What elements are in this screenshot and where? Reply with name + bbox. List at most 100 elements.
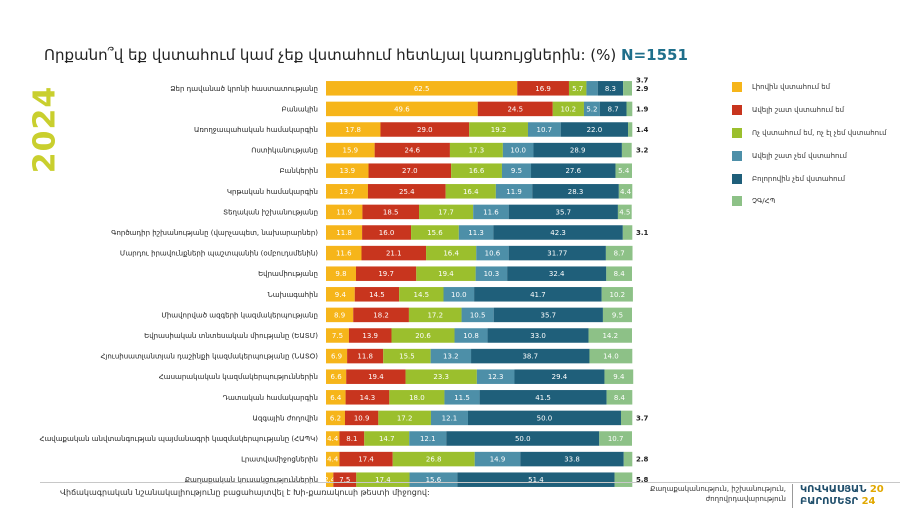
bar-segment <box>383 348 431 364</box>
data-label: 19.4 <box>438 270 454 278</box>
sample-size: N=1551 <box>621 46 688 64</box>
bar-segment <box>446 431 600 446</box>
data-label: 21.1 <box>386 250 402 258</box>
bar-segment <box>346 369 406 384</box>
category-label: Հասարակական կազմակերպություններին <box>159 373 318 381</box>
legend-label: Լիովին վստահում եմ <box>752 83 831 92</box>
bar-segment <box>326 101 478 117</box>
category-label: Կրթական համակարգին <box>227 188 318 196</box>
data-label: 3.2 <box>636 147 649 155</box>
bar-segment <box>364 431 410 446</box>
bar-segment <box>617 204 632 220</box>
bar-segment <box>326 266 356 281</box>
bar-segment <box>606 390 633 405</box>
bar-segment <box>476 245 509 261</box>
category-label: Ազգային ժողովին <box>253 414 318 422</box>
data-label: 10.3 <box>484 270 500 278</box>
bar-segment <box>380 122 470 137</box>
bar-segment <box>326 204 363 220</box>
data-label: 5.8 <box>636 476 649 484</box>
bar-segment <box>449 142 503 158</box>
bar-segment <box>389 390 445 405</box>
legend-swatch <box>732 105 742 116</box>
legend-swatch <box>732 173 742 184</box>
bar-segment <box>405 369 477 384</box>
data-label: 12.1 <box>442 414 458 422</box>
bar-segment <box>501 163 532 178</box>
data-label: 20.6 <box>415 332 431 340</box>
bar-segment <box>326 390 346 405</box>
data-label: 31.77 <box>547 250 567 258</box>
data-label: 24.6 <box>404 147 420 155</box>
data-label: 8.3 <box>605 85 616 93</box>
data-label: 17.8 <box>345 126 361 134</box>
bar-segment <box>477 101 553 117</box>
data-label: 51.4 <box>528 476 544 484</box>
legend-label: Բոլորովին չեմ վստահում <box>752 174 846 183</box>
legend-item: Ոչ վստահում եմ, ոչ էլ չեմ վստահում <box>732 122 892 145</box>
footer-caption: Քաղաքականություն, իշխանություն, ժողովրդա… <box>650 485 786 503</box>
bar-segment <box>599 431 632 446</box>
data-label: 16.4 <box>443 250 459 258</box>
footer-separator <box>792 484 793 508</box>
data-label: 11.9 <box>506 188 522 196</box>
bar-segment <box>367 184 446 199</box>
bar-segment <box>527 122 561 137</box>
data-label: 19.7 <box>378 270 394 278</box>
data-label: 2.8 <box>636 456 649 464</box>
bar-segment <box>623 81 632 96</box>
data-label: 7.5 <box>339 476 350 484</box>
bar-segment <box>626 101 633 117</box>
data-label: 9.8 <box>335 270 346 278</box>
bar-segment <box>479 390 607 405</box>
bar-segment <box>532 184 619 199</box>
data-label: 13.9 <box>362 332 378 340</box>
data-label: 10.7 <box>608 435 624 443</box>
bar-segment <box>508 245 606 261</box>
data-label: 13.2 <box>443 353 459 361</box>
legend-item: Լիովին վստահում եմ <box>732 76 892 99</box>
data-label: 18.0 <box>409 394 425 402</box>
bar-segment <box>419 204 474 220</box>
bar-segment <box>451 163 502 178</box>
data-label: 17.3 <box>469 147 485 155</box>
bar-segment <box>354 287 400 302</box>
data-label: 50.0 <box>515 435 531 443</box>
bar-segment <box>560 122 629 137</box>
bar-segment <box>326 81 518 96</box>
bar-segment <box>471 348 590 364</box>
bar-segment <box>443 287 475 302</box>
category-label: Միավորված ազգերի կազմակերպությանը <box>161 311 318 319</box>
bar-segment <box>362 204 420 220</box>
bar-segment <box>326 410 345 426</box>
data-label: 1.4 <box>636 126 649 134</box>
bar-segment <box>378 410 431 426</box>
data-label: 16.0 <box>379 229 395 237</box>
bar-segment <box>326 163 369 178</box>
data-label: 50.0 <box>537 414 553 422</box>
data-label: 10.6 <box>485 250 501 258</box>
category-label: Ոստիկանությանը <box>251 147 318 155</box>
bar-segment <box>474 287 602 302</box>
bar-segment <box>399 287 444 302</box>
bar-segment <box>374 142 450 158</box>
category-label: Հավաքական անվտանգության պայմանագրի կազմա… <box>39 435 318 443</box>
data-label: 33.8 <box>564 456 580 464</box>
legend-swatch <box>732 127 742 138</box>
data-label: 18.2 <box>373 311 389 319</box>
bar-segment <box>326 245 362 261</box>
legend-item: ՉԳ/ՀՊ <box>732 190 892 213</box>
category-label: Եվրասիական տնտեսական միությանը (ԵԱՏՄ) <box>144 332 318 340</box>
legend-item: Բոլորովին չեմ վստահում <box>732 167 892 190</box>
data-label: 25.4 <box>399 188 415 196</box>
bar-segment <box>344 410 379 426</box>
data-label: 18.5 <box>383 208 399 216</box>
data-label: 8.9 <box>334 311 345 319</box>
bar-segment <box>355 266 417 281</box>
bar-segment <box>493 225 623 240</box>
data-label: 14.7 <box>379 435 395 443</box>
bar-segment <box>444 390 480 405</box>
data-label: 11.8 <box>357 353 373 361</box>
bar-segment <box>487 328 589 343</box>
data-label: 14.2 <box>602 332 618 340</box>
